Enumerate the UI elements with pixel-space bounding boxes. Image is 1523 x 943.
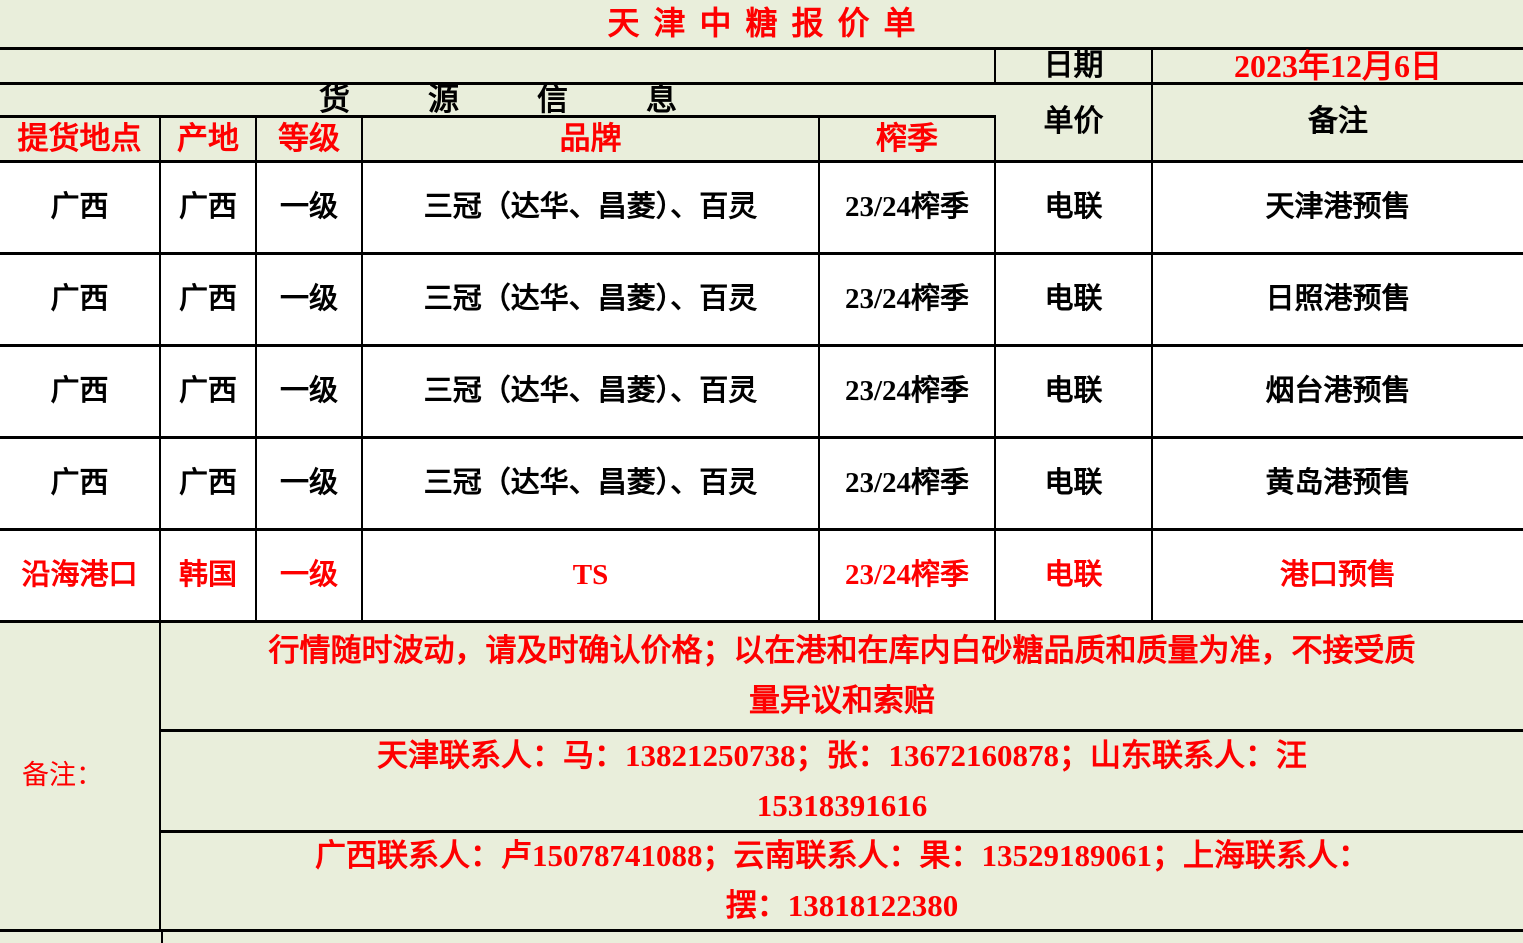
column-header-grade: 等级 [257, 118, 363, 163]
cell-origin: 广西 [161, 439, 257, 531]
cell-pickup: 沿海港口 [0, 531, 161, 623]
cell-remark: 港口预售 [1153, 531, 1523, 623]
cell-brand: 三冠（达华、昌菱）、百灵 [363, 347, 820, 439]
grid-line-stub [161, 932, 163, 943]
cell-season: 23/24榨季 [820, 347, 996, 439]
column-header-pickup: 提货地点 [0, 118, 161, 163]
cell-price: 电联 [996, 439, 1153, 531]
cell-pickup: 广西 [0, 347, 161, 439]
notes-label: 备注： [0, 623, 161, 932]
cell-origin: 广西 [161, 347, 257, 439]
source-info-header: 货源信息 [0, 82, 996, 118]
column-header-origin: 产地 [161, 118, 257, 163]
cell-pickup: 广西 [0, 163, 161, 255]
cell-remark: 黄岛港预售 [1153, 439, 1523, 531]
cell-price: 电联 [996, 347, 1153, 439]
column-header-brand: 品牌 [363, 118, 820, 163]
column-header-season: 榨季 [820, 118, 996, 163]
cell-brand: TS [363, 531, 820, 623]
cell-grade: 一级 [257, 255, 363, 347]
cell-season: 23/24榨季 [820, 163, 996, 255]
cell-remark: 烟台港预售 [1153, 347, 1523, 439]
cell-season: 23/24榨季 [820, 255, 996, 347]
cell-origin: 韩国 [161, 531, 257, 623]
unit-price-header: 单价 [996, 85, 1153, 163]
cell-price: 电联 [996, 163, 1153, 255]
cell-brand: 三冠（达华、昌菱）、百灵 [363, 163, 820, 255]
cell-origin: 广西 [161, 255, 257, 347]
cell-price: 电联 [996, 531, 1153, 623]
cell-grade: 一级 [257, 439, 363, 531]
page-title: 天津中糖报价单 [0, 0, 1523, 50]
note-disclaimer: 行情随时波动，请及时确认价格；以在港和在库内白砂糖品质和质量为准，不接受质 量异… [161, 623, 1523, 732]
date-value: 2023年12月6日 [1153, 48, 1523, 85]
note-contacts-guangxi-yunnan-shanghai: 广西联系人：卢15078741088；云南联系人：果：13529189061；上… [161, 833, 1523, 932]
remark-header: 备注 [1153, 85, 1523, 163]
cell-pickup: 广西 [0, 439, 161, 531]
cell-price: 电联 [996, 255, 1153, 347]
cell-remark: 天津港预售 [1153, 163, 1523, 255]
cell-brand: 三冠（达华、昌菱）、百灵 [363, 255, 820, 347]
cell-season: 23/24榨季 [820, 439, 996, 531]
date-row-empty-cell [0, 50, 996, 85]
cell-origin: 广西 [161, 163, 257, 255]
cell-remark: 日照港预售 [1153, 255, 1523, 347]
cell-pickup: 广西 [0, 255, 161, 347]
cell-grade: 一级 [257, 531, 363, 623]
cell-grade: 一级 [257, 347, 363, 439]
cell-brand: 三冠（达华、昌菱）、百灵 [363, 439, 820, 531]
note-contacts-tianjin-shandong: 天津联系人：马：13821250738；张：13672160878；山东联系人：… [161, 732, 1523, 833]
date-label: 日期 [996, 49, 1153, 85]
cell-season: 23/24榨季 [820, 531, 996, 623]
cell-grade: 一级 [257, 163, 363, 255]
